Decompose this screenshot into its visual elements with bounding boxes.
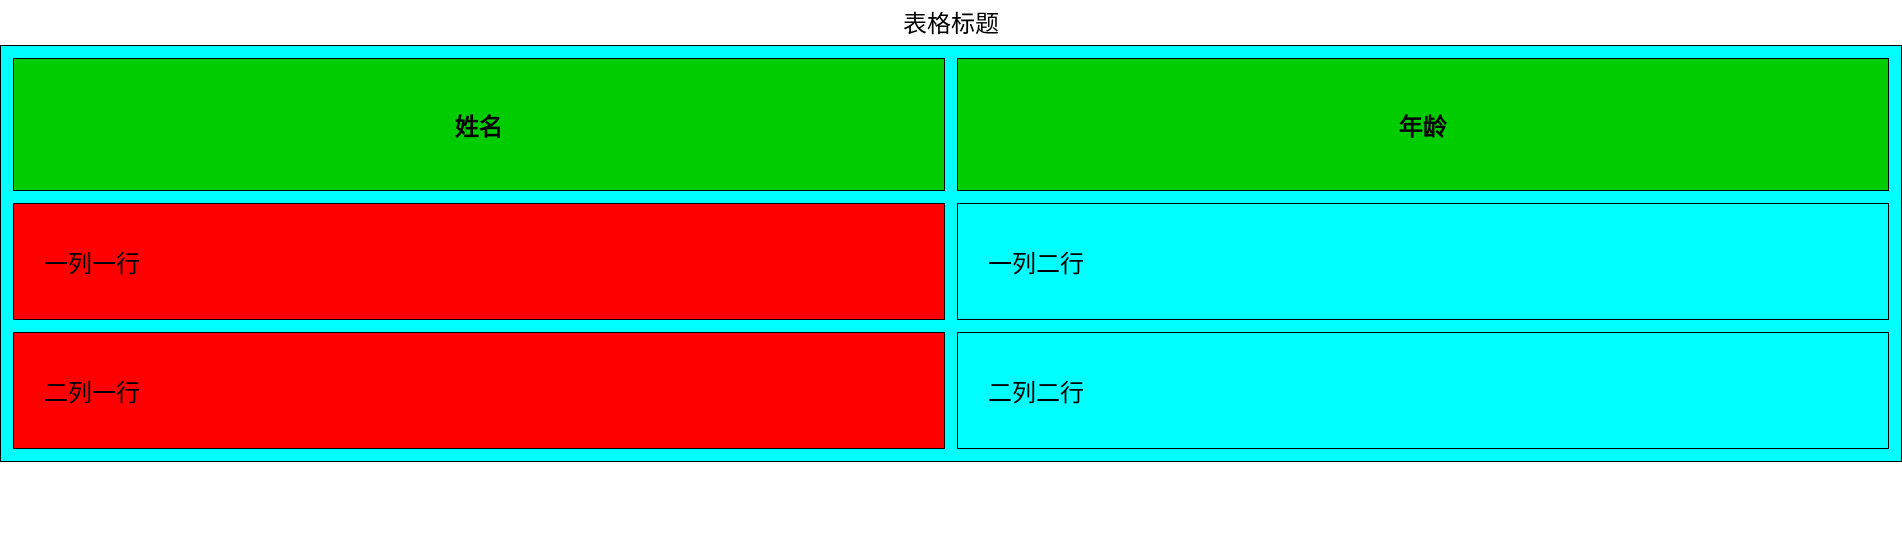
data-table: 姓名 年龄 一列一行 一列二行 二列一行 二列二行: [0, 45, 1902, 462]
column-header-age: 年龄: [957, 58, 1889, 191]
table-row: 一列一行 一列二行: [13, 203, 1889, 320]
table-header-row: 姓名 年龄: [13, 58, 1889, 191]
table-row: 二列一行 二列二行: [13, 332, 1889, 449]
table-cell: 二列一行: [13, 332, 945, 449]
table-caption: 表格标题: [0, 0, 1902, 45]
table-cell: 二列二行: [957, 332, 1889, 449]
column-header-name: 姓名: [13, 58, 945, 191]
table-cell: 一列一行: [13, 203, 945, 320]
table-container: 表格标题 姓名 年龄 一列一行 一列二行 二列一行 二列二行: [0, 0, 1902, 462]
table-cell: 一列二行: [957, 203, 1889, 320]
